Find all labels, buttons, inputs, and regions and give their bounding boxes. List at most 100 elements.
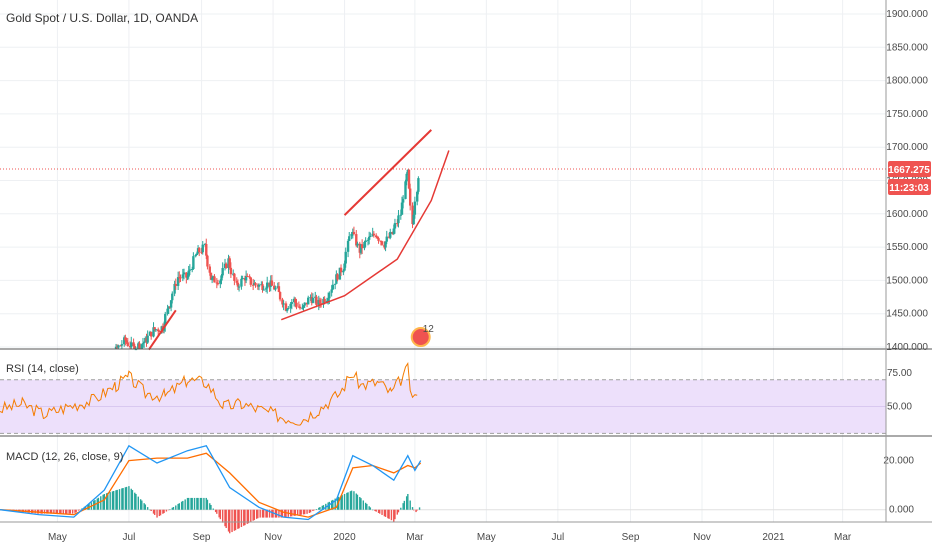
macd-histogram-bar bbox=[368, 506, 370, 510]
macd-histogram-bar bbox=[253, 509, 256, 521]
macd-histogram-bar bbox=[231, 509, 233, 533]
candle-body bbox=[146, 335, 149, 343]
candle-body bbox=[302, 305, 305, 308]
candle-body bbox=[117, 345, 120, 348]
candle-body bbox=[201, 244, 204, 253]
macd-histogram-bar bbox=[347, 492, 349, 510]
candle-body bbox=[273, 285, 276, 290]
candle bbox=[123, 335, 126, 347]
macd-histogram-bar bbox=[390, 509, 393, 521]
candle-body bbox=[241, 278, 244, 280]
candle bbox=[164, 311, 167, 332]
candle-body bbox=[251, 284, 255, 286]
macd-histogram-bar bbox=[153, 509, 156, 515]
macd-histogram-bar bbox=[321, 505, 323, 510]
candle-body bbox=[289, 303, 292, 308]
macd-histogram-bar bbox=[53, 509, 55, 514]
macd-histogram-bar bbox=[257, 509, 259, 519]
candle-body bbox=[298, 306, 302, 309]
candle-body bbox=[181, 274, 185, 278]
candle bbox=[237, 284, 241, 292]
candle-body bbox=[152, 327, 155, 337]
event-marker[interactable]: 12 bbox=[410, 324, 435, 348]
macd-signal-line bbox=[0, 452, 422, 518]
candle-body bbox=[385, 236, 388, 242]
macd-histogram-bar bbox=[78, 509, 81, 511]
macd-histogram-bar bbox=[313, 509, 315, 511]
macd-histogram-bar bbox=[300, 509, 302, 515]
candle-body bbox=[187, 270, 190, 277]
candle bbox=[303, 302, 306, 308]
candle bbox=[201, 241, 204, 255]
candle bbox=[142, 341, 146, 348]
macd-histogram-bar bbox=[268, 509, 271, 518]
macd-histogram-bar bbox=[60, 509, 62, 514]
macd-histogram-bar bbox=[139, 499, 142, 510]
macd-histogram-bar bbox=[346, 492, 348, 510]
macd-histogram-bar bbox=[349, 491, 352, 510]
candle-body bbox=[363, 242, 366, 249]
macd-histogram-bar bbox=[285, 509, 287, 518]
time-tick-label: May bbox=[48, 532, 67, 543]
candle-body bbox=[200, 252, 203, 254]
trendline-curve bbox=[281, 150, 450, 321]
macd-histogram-bar bbox=[71, 509, 74, 514]
candle-body bbox=[325, 300, 329, 303]
candle bbox=[216, 279, 220, 286]
macd-histogram-bar bbox=[68, 509, 70, 514]
candle-body bbox=[126, 342, 129, 346]
candle-body bbox=[326, 298, 330, 301]
macd-histogram-bar bbox=[319, 507, 321, 510]
macd-histogram-bar bbox=[56, 509, 59, 514]
macd-histogram-bar bbox=[105, 493, 108, 510]
macd-histogram-bar bbox=[216, 509, 218, 514]
candle bbox=[405, 172, 408, 186]
candle-body bbox=[352, 232, 356, 235]
candle-body bbox=[393, 223, 397, 229]
macd-histogram-bar bbox=[115, 490, 117, 510]
candle-body bbox=[173, 283, 176, 294]
candle-body bbox=[195, 253, 199, 256]
candle-body bbox=[389, 231, 392, 238]
price-tick-label: 1850.000 bbox=[886, 42, 928, 53]
candle-body bbox=[192, 256, 195, 270]
macd-histogram-bar bbox=[375, 509, 377, 512]
macd-histogram-bar bbox=[315, 509, 318, 510]
macd-histogram-bar bbox=[271, 509, 273, 518]
macd-histogram-bar bbox=[41, 509, 43, 514]
candle-body bbox=[221, 267, 224, 276]
candle-body bbox=[412, 214, 415, 225]
macd-histogram-bar bbox=[261, 509, 264, 518]
macd-histogram-bar bbox=[238, 509, 240, 529]
macd-histogram-bar bbox=[369, 507, 372, 510]
rsi-layer bbox=[0, 362, 886, 434]
price-layer[interactable] bbox=[114, 129, 450, 351]
candle-body bbox=[167, 306, 170, 309]
candle bbox=[181, 268, 185, 282]
candle-body bbox=[194, 255, 197, 257]
time-tick-label: Jul bbox=[123, 532, 136, 543]
candle-body bbox=[158, 331, 161, 333]
candle-body bbox=[240, 278, 243, 287]
macd-histogram-bar bbox=[364, 502, 367, 510]
time-tick-label: 2020 bbox=[333, 532, 356, 543]
candle bbox=[213, 274, 216, 283]
candle-body bbox=[330, 289, 333, 293]
time-tick-label: Mar bbox=[406, 532, 424, 543]
candle bbox=[315, 294, 318, 308]
candle-body bbox=[264, 288, 268, 290]
candle-body bbox=[261, 284, 264, 290]
candle bbox=[130, 336, 133, 349]
macd-histogram-bar bbox=[102, 494, 104, 510]
candle-body bbox=[344, 251, 347, 264]
flag-icon[interactable] bbox=[410, 327, 431, 348]
candle-body bbox=[350, 233, 353, 237]
macd-line bbox=[0, 444, 422, 521]
candle-body bbox=[338, 267, 342, 280]
candle-body bbox=[416, 191, 419, 202]
candle bbox=[124, 334, 127, 346]
candle-body bbox=[401, 198, 405, 203]
candle-body bbox=[323, 298, 326, 303]
price-tick-label: 1400.000 bbox=[886, 342, 928, 353]
